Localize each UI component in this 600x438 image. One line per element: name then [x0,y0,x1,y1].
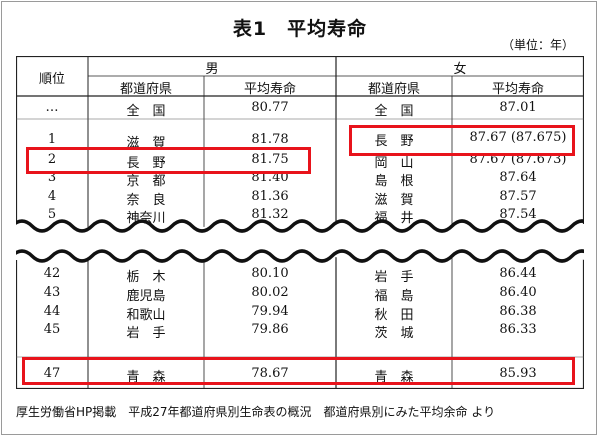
source-note: 厚生労働省HP掲載 平成27年都道府県別生命表の概況 都道府県別にみた平均余命 … [16,405,496,419]
female-life-cell: 87.57 [499,189,537,204]
break-wave-top [16,219,584,233]
female-life-cell: 86.40 [499,285,537,300]
rank-header: 順位 [38,72,66,87]
highlight-male-rank2 [26,147,311,174]
rank-cell: … [45,100,59,115]
female-life-header: 平均寿命 [491,82,545,97]
female-pref-cell: 福 島 [374,289,414,304]
rank-cell: 43 [43,285,61,300]
female-pref-header: 都道府県 [367,82,421,97]
rank-cell: 1 [47,132,57,147]
male-life-cell: 81.78 [251,132,289,147]
female-pref-cell: 滋 賀 [374,193,414,208]
male-pref-cell: 鹿児島 [126,289,166,304]
female-pref-cell: 長 野 [374,134,414,149]
rank-cell: 4 [47,189,57,204]
male-life-header: 平均寿命 [243,82,297,97]
female-life-cell: 87.54 [499,207,537,222]
female-life-cell: 86.44 [499,266,537,281]
male-life-cell: 78.67 [251,366,289,381]
female-pref-cell: 島 根 [374,174,414,189]
male-life-cell: 81.32 [251,207,289,222]
break-wave-bottom [16,249,584,263]
female-life-cell: 87.64 [499,170,537,185]
female-life-cell: 85.93 [499,366,537,381]
highlight-rank47 [22,357,575,385]
male-pref-cell: 和歌山 [126,308,166,323]
male-pref-cell: 全 国 [126,104,166,119]
table-grid [16,56,584,389]
break-band [16,221,584,263]
female-header: 女 [453,62,467,77]
rank-cell: 2 [47,152,57,167]
female-life-cell: 86.33 [499,322,537,337]
female-pref-cell: 茨 城 [374,326,414,341]
male-life-cell: 81.36 [251,189,289,204]
male-pref-cell: 京 都 [126,174,166,189]
rank-cell: 45 [43,322,61,337]
female-pref-cell: 全 国 [374,104,414,119]
male-pref-cell: 神奈川 [126,211,166,226]
table-title: 表1 平均寿命 [232,18,368,40]
rank-cell: 3 [47,170,57,185]
male-pref-cell: 岩 手 [126,326,166,341]
female-life-cell: 87.67 (87.675) [469,130,567,145]
male-life-cell: 80.77 [251,100,289,115]
rank-cell: 5 [47,207,57,222]
life-expectancy-table: 順位 男 女 都道府県 平均寿命 都道府県 平均寿命 … 全 国 80.77 全… [16,56,584,389]
female-pref-cell: 青 森 [374,370,414,385]
female-pref-cell: 福 井 [374,211,414,226]
male-header: 男 [205,62,219,77]
male-life-cell: 80.10 [251,266,289,281]
male-pref-header: 都道府県 [119,82,173,97]
male-life-cell: 79.94 [251,304,289,319]
male-pref-cell: 青 森 [126,370,166,385]
female-pref-cell: 秋 田 [374,308,414,323]
male-pref-cell: 栃 木 [126,270,166,285]
unit-note: （単位：年） [501,38,574,52]
female-pref-cell: 岡 山 [374,156,414,171]
male-pref-cell: 奈 良 [126,193,166,208]
rank-cell: 42 [43,266,61,281]
male-life-cell: 79.86 [251,322,289,337]
female-pref-cell: 岩 手 [374,270,414,285]
male-pref-cell: 長 野 [126,156,166,171]
highlight-female-rank1 [349,125,575,156]
rank-cell: 44 [43,304,61,319]
male-life-cell: 81.75 [251,152,289,167]
male-life-cell: 80.02 [251,285,289,300]
rank-cell: 47 [43,366,61,381]
female-life-cell: 86.38 [499,304,537,319]
female-life-cell: 87.01 [499,100,537,115]
